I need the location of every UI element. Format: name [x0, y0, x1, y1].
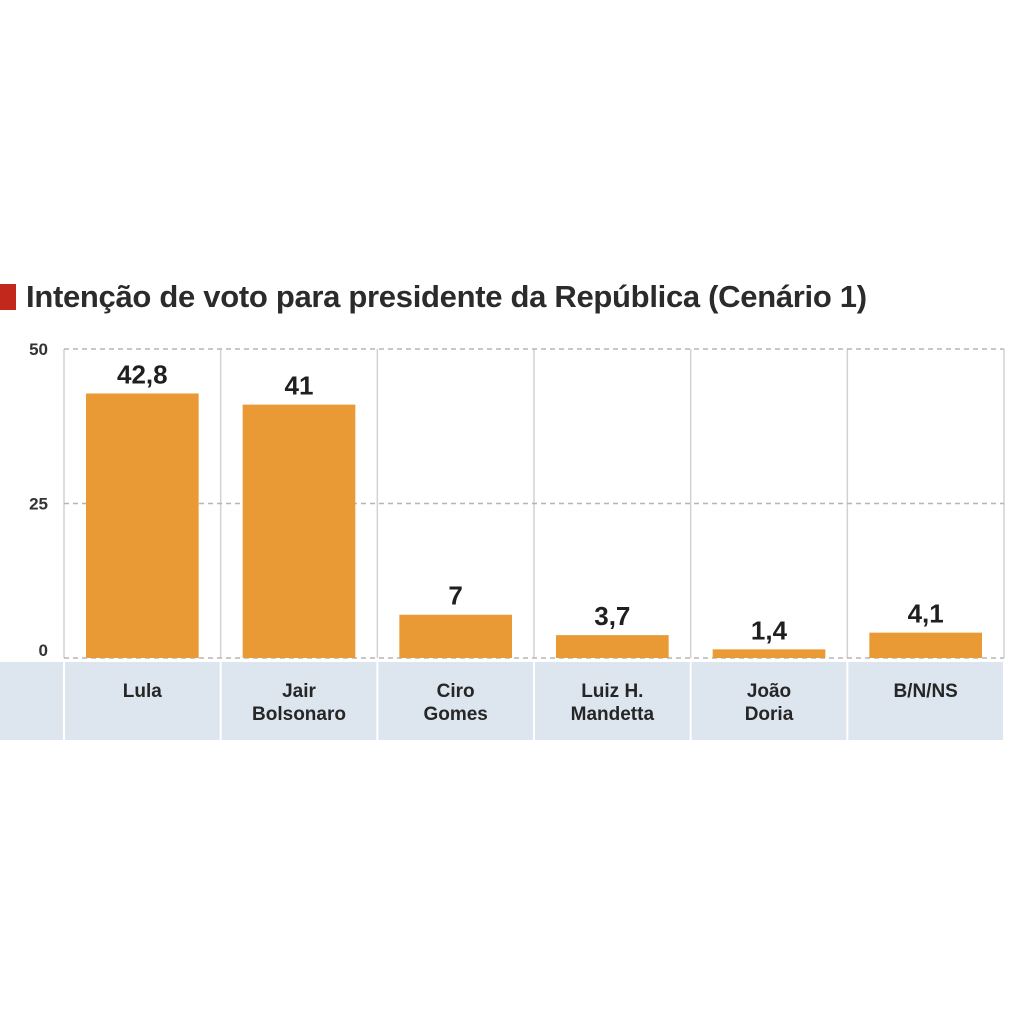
category-label: Gomes	[423, 704, 487, 725]
bar	[556, 635, 669, 658]
category-label: Jair	[282, 681, 316, 702]
bar-value-label: 42,8	[117, 359, 168, 389]
category-label: Lula	[123, 681, 162, 702]
chart-title: Intenção de voto para presidente da Repú…	[26, 279, 867, 314]
bar	[712, 649, 826, 658]
y-tick-label: 0	[39, 641, 48, 660]
bar	[242, 404, 356, 658]
bar	[869, 632, 982, 658]
chart-title-block: Intenção de voto para presidente da Repú…	[0, 272, 867, 322]
bar-value-label: 1,4	[751, 615, 788, 645]
category-label: Luiz H.	[581, 681, 643, 702]
category-label: João	[747, 681, 791, 702]
bar-value-label: 4,1	[908, 599, 944, 629]
category-label: Doria	[745, 704, 794, 725]
bar-value-label: 7	[448, 581, 462, 611]
y-tick-label: 25	[29, 495, 48, 514]
title-marker	[0, 284, 16, 310]
category-label: Ciro	[437, 681, 475, 702]
category-label: Mandetta	[571, 704, 655, 725]
y-tick-label: 50	[29, 340, 48, 359]
category-band	[0, 662, 1004, 740]
category-label: Bolsonaro	[252, 704, 346, 725]
bar	[86, 393, 199, 658]
bar	[399, 614, 512, 658]
bar-value-label: 3,7	[594, 601, 630, 631]
bar-value-label: 41	[285, 371, 314, 401]
category-label: B/N/NS	[893, 681, 957, 702]
